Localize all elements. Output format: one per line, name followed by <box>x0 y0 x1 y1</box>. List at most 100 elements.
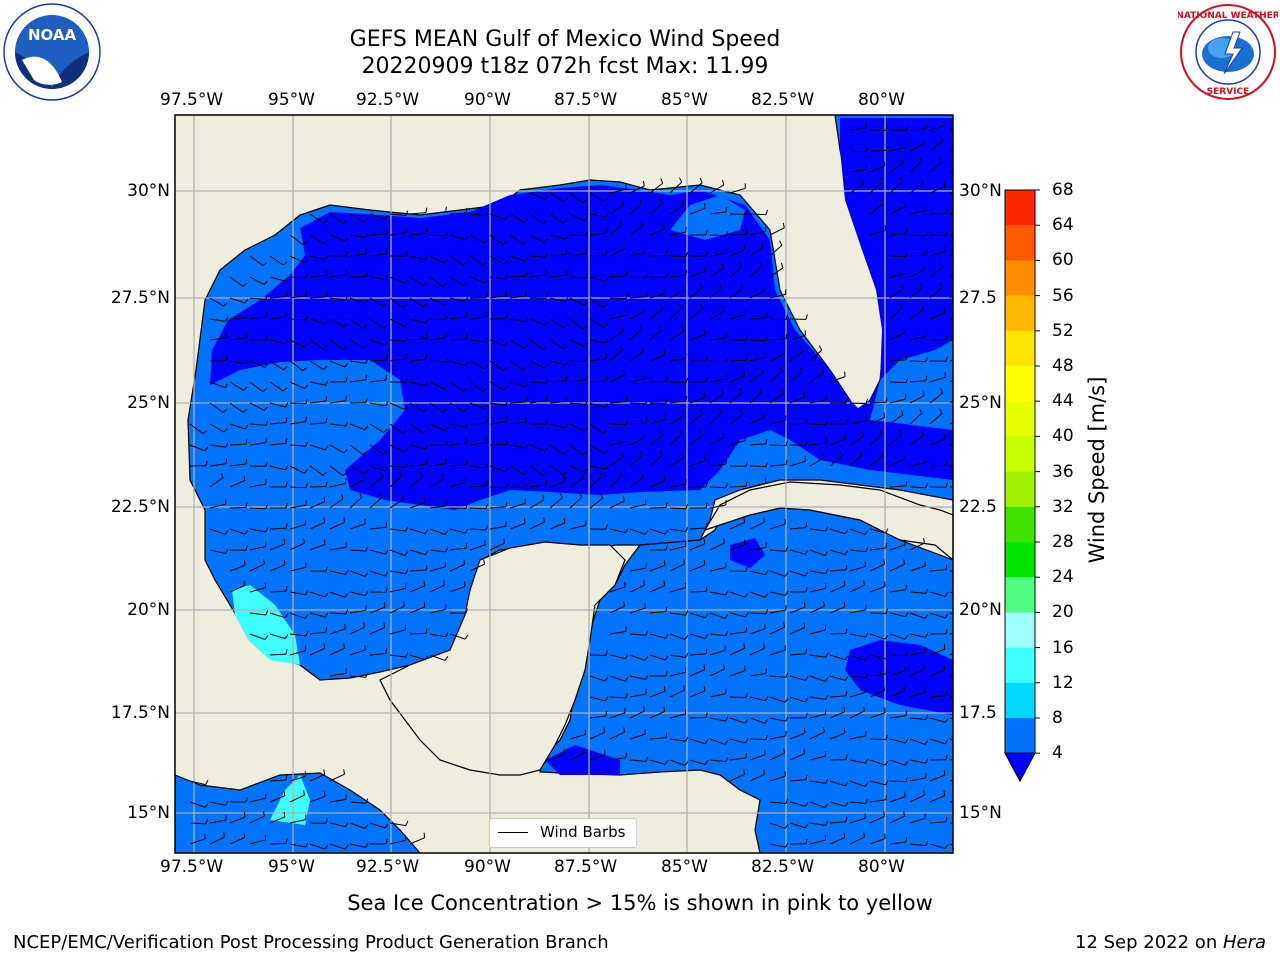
wind-barb-flag <box>785 333 788 339</box>
wind-barb <box>449 563 465 572</box>
wind-barb-flag <box>762 285 765 291</box>
wind-barb-flag <box>383 428 388 433</box>
wind-barb-flag <box>885 780 889 786</box>
wind-barb-flag <box>925 482 929 488</box>
wind-barb-flag <box>900 409 904 415</box>
wind-barb-flag <box>642 432 645 438</box>
wind-barb-flag <box>324 592 329 598</box>
wind-barb-flag <box>585 374 587 380</box>
wind-barb-flag <box>905 612 909 618</box>
wind-barb <box>589 297 604 308</box>
wind-barb <box>789 801 806 807</box>
wind-barb <box>329 465 344 476</box>
wind-barb-flag <box>405 526 409 532</box>
wind-barb <box>349 675 366 678</box>
wind-barb <box>709 234 727 237</box>
wind-barb-flag <box>804 675 809 681</box>
wind-barb <box>429 360 446 363</box>
wind-barb-flag <box>883 811 886 817</box>
wind-barb-flag <box>504 215 509 220</box>
wind-barb <box>769 822 786 829</box>
wind-barb-flag <box>265 503 269 509</box>
wind-barb <box>509 502 526 509</box>
wind-barb <box>289 255 305 264</box>
wind-barb-flag <box>623 727 626 733</box>
wind-barb <box>509 318 526 323</box>
wind-barb-flag <box>425 459 428 465</box>
wind-barb <box>589 476 603 488</box>
wind-barb <box>829 528 846 535</box>
wind-barb <box>709 286 723 299</box>
wind-barb <box>409 585 425 593</box>
colorbar <box>1004 189 1040 783</box>
wind-barb-flag <box>502 367 508 371</box>
wind-barb-flag <box>344 844 349 850</box>
wind-barb <box>209 318 226 322</box>
wind-barb <box>489 339 506 347</box>
wind-barb <box>629 296 646 299</box>
wind-barb-flag <box>963 243 964 248</box>
wind-barb <box>709 337 726 341</box>
wind-barb-flag <box>659 450 663 456</box>
wind-barb <box>869 799 886 803</box>
wind-barb <box>669 400 686 404</box>
wind-barb-flag <box>725 459 728 465</box>
wind-barb <box>409 381 426 387</box>
wind-barb <box>409 297 424 308</box>
wind-barb-flag <box>945 230 948 236</box>
wind-barb-flag <box>603 197 608 202</box>
wind-barb-flag <box>765 312 768 318</box>
wind-barb <box>869 528 886 534</box>
wind-barb <box>649 528 666 535</box>
wind-barb <box>649 418 666 425</box>
wind-barb <box>889 458 905 467</box>
colorbar-segment <box>1005 506 1035 543</box>
wind-barb-flag <box>739 261 743 267</box>
wind-barb <box>449 585 466 593</box>
wind-barb <box>329 297 346 301</box>
wind-barb-flag <box>718 282 723 288</box>
wind-barb-flag <box>265 335 268 341</box>
wind-barb-flag <box>404 551 409 556</box>
wind-barb <box>889 414 904 425</box>
wind-barb-flag <box>364 571 369 577</box>
wind-barb <box>849 454 863 467</box>
wind-barb <box>229 564 246 572</box>
wind-barb <box>529 274 546 278</box>
colorbar-tick-label: 36 <box>1052 461 1074 482</box>
wind-barb <box>489 402 506 406</box>
lat-tick-right: 20°N <box>959 600 1002 620</box>
wind-barb-flag <box>562 219 568 224</box>
wind-barb-flag <box>704 613 709 619</box>
wind-barb-flag <box>762 411 765 417</box>
wind-barb <box>509 213 524 223</box>
wind-barb-flag <box>779 240 783 246</box>
wind-barb <box>429 423 445 432</box>
wind-barb-flag <box>305 590 309 596</box>
svg-text:NOAA: NOAA <box>28 26 77 44</box>
wind-barb <box>409 463 426 467</box>
wind-barb-flag <box>305 482 309 488</box>
wind-barb-flag <box>764 718 769 724</box>
wind-barb <box>289 542 305 551</box>
wind-barb <box>289 566 306 572</box>
wind-barb-flag <box>785 314 788 320</box>
wind-barb-flag <box>605 354 608 360</box>
wind-barb <box>469 544 486 551</box>
wind-barb-flag <box>485 337 489 343</box>
wind-barb-flag <box>803 748 806 754</box>
wind-barb <box>329 570 346 576</box>
wind-barb <box>609 314 626 320</box>
wind-barb <box>489 421 506 425</box>
wind-barb <box>629 311 645 320</box>
colorbar-segment <box>1005 401 1035 437</box>
wind-barb <box>469 563 485 572</box>
wind-barb <box>569 339 585 348</box>
wind-barb <box>389 549 406 556</box>
wind-barb <box>849 633 866 638</box>
florida-coast-band <box>670 195 745 240</box>
wind-barb <box>689 396 706 404</box>
wind-barb <box>669 633 686 640</box>
wind-barb <box>629 276 647 279</box>
wind-barb <box>309 647 325 656</box>
